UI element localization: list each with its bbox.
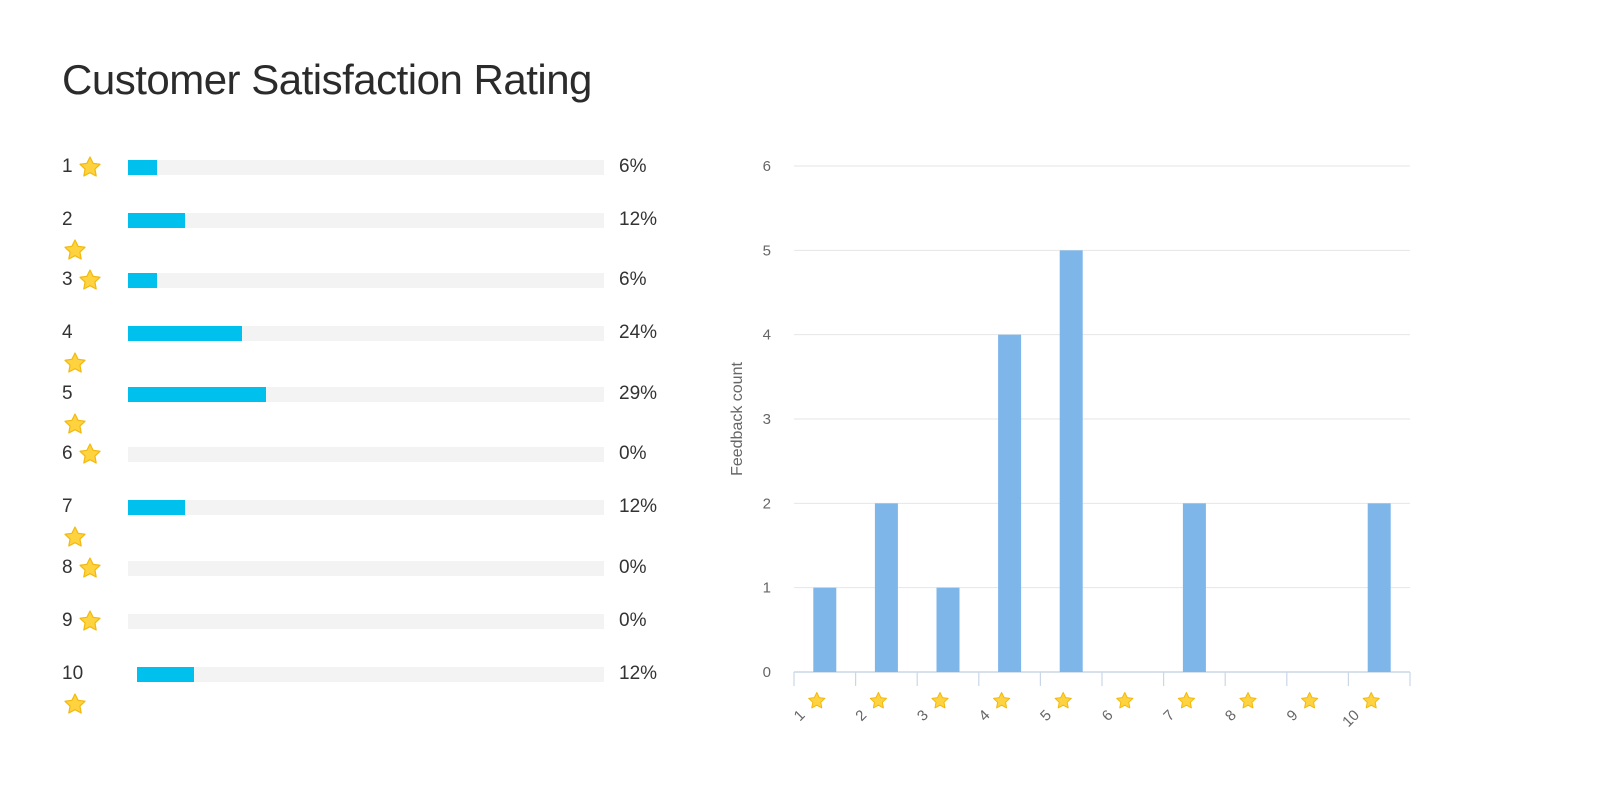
star-icon: [79, 269, 101, 291]
star-icon: [64, 352, 86, 374]
star-icon: [64, 526, 86, 548]
x-tick-label: 2: [852, 707, 870, 725]
x-tick-label: 4: [976, 707, 994, 725]
star-icon: [64, 693, 86, 715]
star-icon: [931, 692, 949, 709]
rating-row-3: 3 6%: [0, 0, 700, 804]
rating-progress-fill: [128, 500, 186, 515]
rating-progress-fill: [128, 387, 267, 402]
x-tick-label: 8: [1222, 707, 1240, 725]
rating-row-2: 2 12%: [0, 0, 700, 804]
star-icon: [1177, 692, 1195, 709]
rating-percent: 24%: [619, 322, 658, 343]
rating-progress-track: [128, 160, 604, 175]
rating-progress-track: [137, 667, 604, 682]
star-icon: [1116, 692, 1134, 709]
star-icon: [79, 443, 101, 465]
y-tick-label: 0: [763, 664, 771, 681]
x-tick-label: 6: [1099, 707, 1117, 725]
rating-row-10: 10 12%: [0, 0, 700, 804]
x-tick-label: 3: [914, 707, 932, 725]
rating-label: 10: [62, 663, 84, 684]
rating-progress-fill: [128, 213, 186, 228]
rating-percent: 12%: [619, 663, 658, 684]
x-tick-label: 5: [1037, 707, 1055, 725]
star-icon: [64, 413, 86, 435]
x-tick-label: 1: [791, 707, 809, 725]
x-tick-label: 7: [1160, 707, 1178, 725]
rating-row-4: 4 24%: [0, 0, 700, 804]
y-tick-label: 6: [763, 158, 771, 175]
star-icon: [808, 692, 826, 709]
rating-percent: 0%: [619, 557, 647, 578]
y-tick-label: 3: [763, 411, 771, 428]
rating-percent: 6%: [619, 156, 647, 177]
rating-row-7: 7 12%: [0, 0, 700, 804]
rating-label: 2: [62, 209, 73, 230]
rating-label: 4: [62, 322, 73, 343]
x-tick-label: 10: [1339, 707, 1363, 731]
rating-label: 5: [62, 383, 73, 404]
rating-label: 6: [62, 443, 73, 464]
y-tick-label: 5: [763, 242, 771, 259]
rating-label: 8: [62, 557, 73, 578]
star-icon: [1239, 692, 1257, 709]
rating-percent: 0%: [619, 443, 647, 464]
bar-3: [936, 587, 960, 672]
bar-7: [1182, 503, 1206, 672]
x-tick-label: 9: [1284, 707, 1302, 725]
rating-progress-fill: [128, 273, 157, 288]
y-axis-label: Feedback count: [729, 362, 746, 476]
rating-breakdown: 1 6% 2 12% 3 6% 4 24% 5 29% 6 0% 7 12% 8 0% 9 0% 10 12%: [0, 0, 700, 804]
rating-progress-track: [128, 561, 604, 576]
page-title: Customer Satisfaction Rating: [62, 56, 592, 103]
bar-5: [1059, 250, 1083, 673]
star-icon: [64, 239, 86, 261]
rating-label: 3: [62, 269, 73, 290]
rating-progress-track: [128, 213, 604, 228]
rating-progress-fill: [128, 160, 157, 175]
rating-percent: 12%: [619, 496, 658, 517]
bar-1: [813, 587, 837, 672]
rating-progress-track: [128, 387, 604, 402]
rating-progress-track: [128, 447, 604, 462]
bar-4: [998, 334, 1022, 672]
rating-label: 7: [62, 496, 73, 517]
star-icon: [1362, 692, 1380, 709]
y-tick-label: 2: [763, 495, 771, 512]
rating-percent: 12%: [619, 209, 658, 230]
rating-progress-track: [128, 500, 604, 515]
rating-progress-track: [128, 273, 604, 288]
rating-row-1: 1 6%: [0, 0, 700, 804]
star-icon: [993, 692, 1011, 709]
star-icon: [79, 557, 101, 579]
y-tick-label: 4: [763, 327, 771, 344]
rating-row-9: 9 0%: [0, 0, 700, 804]
star-icon: [79, 610, 101, 632]
bar-10: [1367, 503, 1391, 672]
rating-percent: 29%: [619, 383, 658, 404]
rating-progress-track: [128, 326, 604, 341]
rating-row-5: 5 29%: [0, 0, 700, 804]
y-tick-label: 1: [763, 580, 771, 597]
rating-progress-track: [128, 614, 604, 629]
bar-2: [874, 503, 898, 672]
rating-percent: 0%: [619, 610, 647, 631]
star-icon: [869, 692, 887, 709]
star-icon: [1301, 692, 1319, 709]
rating-label: 9: [62, 610, 73, 631]
star-icon: [1054, 692, 1072, 709]
rating-row-8: 8 0%: [0, 0, 700, 804]
rating-row-6: 6 0%: [0, 0, 700, 804]
star-icon: [79, 156, 101, 178]
rating-progress-fill: [137, 667, 195, 682]
rating-label: 1: [62, 156, 73, 177]
rating-progress-fill: [128, 326, 243, 341]
rating-percent: 6%: [619, 269, 647, 290]
